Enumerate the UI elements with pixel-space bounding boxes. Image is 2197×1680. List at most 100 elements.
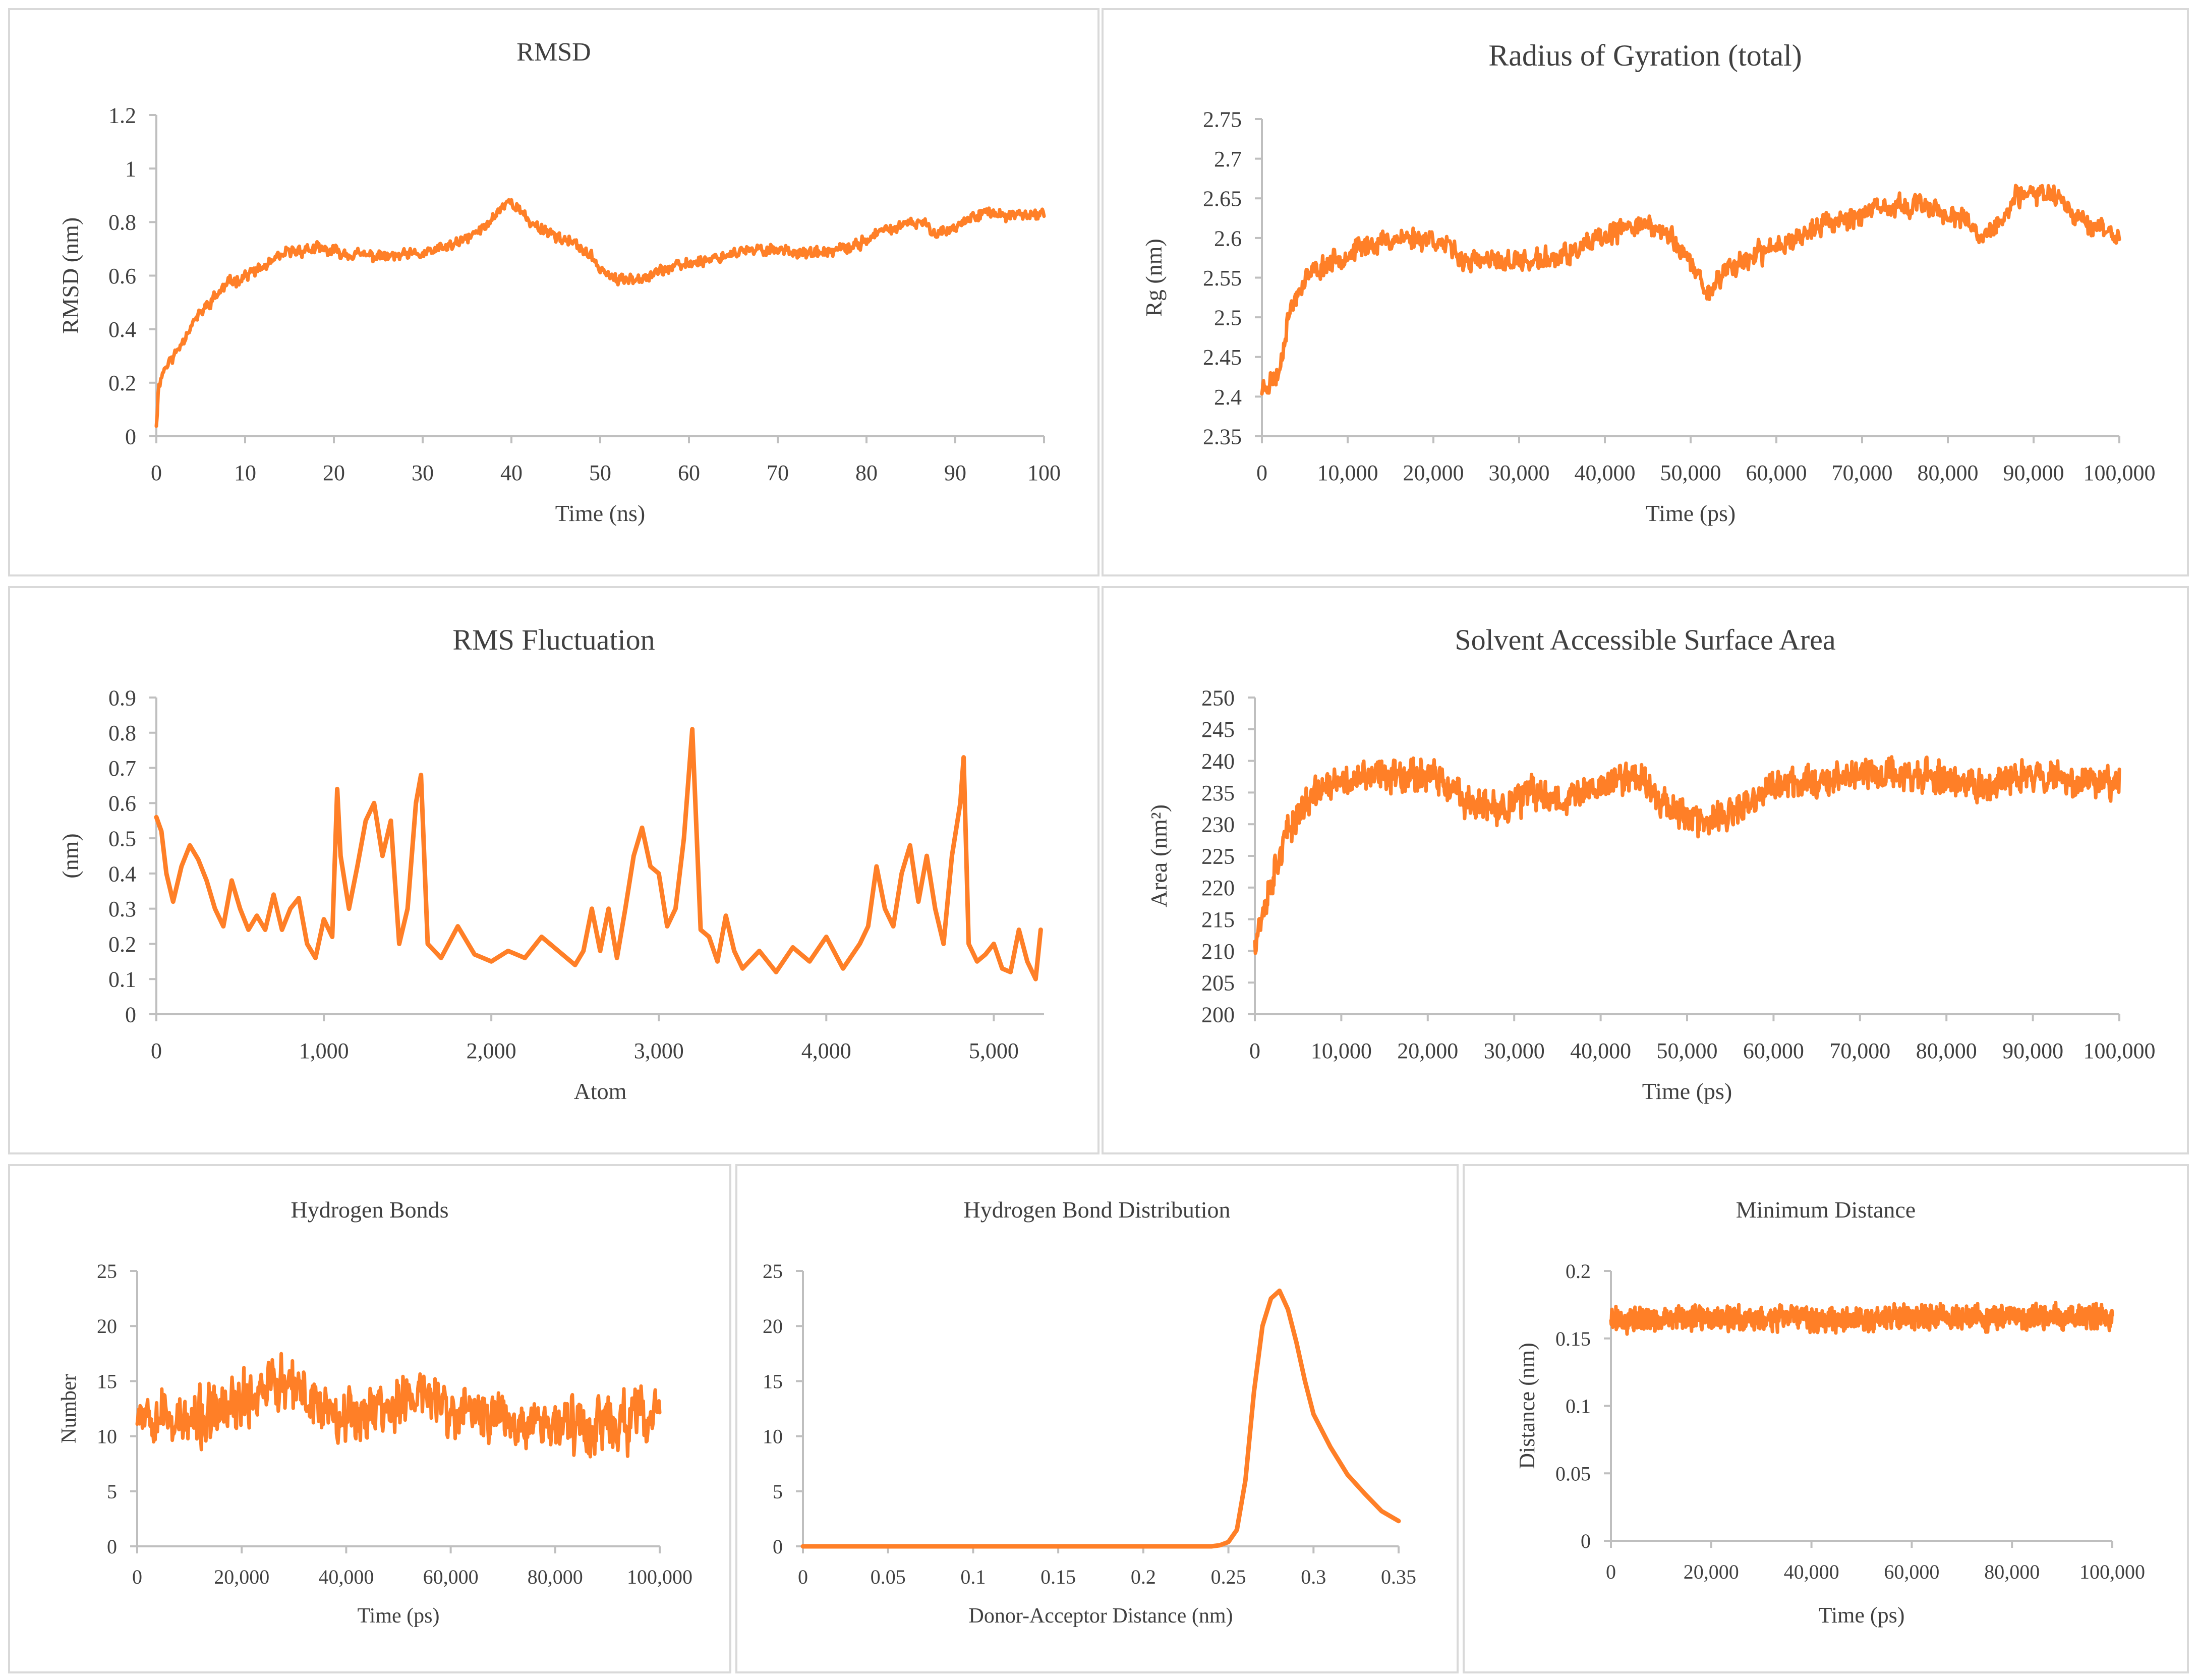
chart-title: Minimum Distance — [1736, 1197, 1916, 1223]
panel-hbdist: Hydrogen Bond Distribution 0 5 10 15 20 25 0 0.0… — [735, 1164, 1459, 1673]
x-tick-label: 70,000 — [1832, 460, 1893, 485]
x-tick-label: 50,000 — [1660, 460, 1721, 485]
x-tick-label: 10,000 — [1317, 460, 1378, 485]
x-tick-label: 0.25 — [1211, 1566, 1246, 1588]
x-tick-label: 50 — [589, 460, 611, 485]
y-tick-label: 2.75 — [1203, 107, 1242, 132]
y-tick-label: 0.6 — [108, 264, 136, 288]
x-tick-label: 80 — [855, 460, 878, 485]
y-tick-label: 0 — [125, 1002, 136, 1027]
x-tick-label: 40,000 — [1570, 1038, 1631, 1063]
x-axis-label: Atom — [574, 1078, 627, 1104]
y-tick-label: 0 — [1581, 1530, 1591, 1552]
chart-hbonds: Hydrogen Bonds 0 5 10 15 20 25 0 20,000 40,000 60,… — [57, 1197, 692, 1628]
panel-sasa: Solvent Accessible Surface Area 200 205 210… — [1102, 586, 2189, 1154]
y-tick-label: 235 — [1201, 781, 1235, 805]
y-axis-label: (nm) — [57, 833, 83, 878]
x-tick-label: 80,000 — [1984, 1560, 2040, 1583]
x-tick-label: 50,000 — [1657, 1038, 1718, 1063]
x-tick-label: 20,000 — [1403, 460, 1464, 485]
y-tick-label: 0.8 — [108, 210, 136, 235]
x-tick-label: 20,000 — [1684, 1560, 1739, 1583]
y-tick-label: 0.8 — [108, 721, 136, 745]
series-line — [1609, 1301, 2114, 1336]
x-tick-label: 0 — [798, 1566, 808, 1588]
y-tick-label: 15 — [97, 1370, 117, 1393]
x-tick-label: 0.05 — [871, 1566, 906, 1588]
x-tick-label: 40,000 — [1575, 460, 1636, 485]
y-tick-label: 0.4 — [108, 861, 136, 886]
chart-title: Solvent Accessible Surface Area — [1455, 623, 1835, 656]
y-tick-label: 0.05 — [1555, 1462, 1591, 1485]
x-tick-label: 60,000 — [1746, 460, 1807, 485]
y-tick-label: 0.5 — [108, 827, 136, 851]
series-line — [1260, 184, 2121, 396]
y-tick-label: 2.35 — [1203, 424, 1242, 449]
series-line — [154, 198, 1046, 428]
y-tick-label: 0 — [125, 424, 136, 449]
x-tick-label: 10 — [234, 460, 256, 485]
x-tick-label: 30 — [412, 460, 434, 485]
x-tick-label: 30,000 — [1489, 460, 1550, 485]
y-tick-label: 20 — [763, 1315, 783, 1338]
y-tick-label: 0.7 — [108, 756, 136, 781]
y-tick-label: 215 — [1201, 907, 1235, 932]
y-tick-label: 5 — [107, 1480, 117, 1503]
x-tick-label: 20,000 — [1397, 1038, 1458, 1063]
x-tick-label: 100,000 — [627, 1566, 692, 1588]
x-tick-label: 0 — [151, 1038, 162, 1063]
y-tick-label: 25 — [763, 1260, 783, 1283]
y-tick-label: 25 — [97, 1260, 117, 1283]
chart-title: Radius of Gyration (total) — [1488, 39, 1802, 72]
y-axis-label: RMSD (nm) — [57, 217, 83, 334]
x-tick-label: 0.3 — [1301, 1566, 1326, 1588]
y-tick-label: 0 — [107, 1535, 117, 1558]
x-tick-label: 2,000 — [467, 1038, 516, 1063]
y-tick-label: 2.4 — [1214, 385, 1242, 410]
y-tick-label: 0.2 — [1566, 1260, 1591, 1283]
x-tick-label: 0 — [1606, 1560, 1616, 1583]
y-tick-label: 10 — [763, 1425, 783, 1448]
y-tick-label: 230 — [1201, 813, 1235, 837]
y-tick-label: 2.6 — [1214, 226, 1242, 251]
y-tick-label: 1.2 — [108, 103, 136, 128]
x-tick-label: 100,000 — [2079, 1560, 2145, 1583]
x-tick-label: 40,000 — [318, 1566, 374, 1588]
panel-mindist: Minimum Distance 0 0.05 0.1 0.15 0.2 0 20,000 40… — [1463, 1164, 2189, 1673]
y-axis-label: Number — [57, 1374, 81, 1443]
y-tick-label: 0.4 — [108, 317, 136, 342]
x-tick-label: 40,000 — [1784, 1560, 1839, 1583]
y-tick-label: 0.6 — [108, 791, 136, 816]
x-axis-label: Time (ps) — [358, 1604, 440, 1628]
x-tick-label: 4,000 — [801, 1038, 851, 1063]
x-tick-label: 60,000 — [1884, 1560, 1939, 1583]
x-tick-label: 90 — [944, 460, 966, 485]
series-line — [1253, 755, 2121, 955]
y-tick-label: 2.45 — [1203, 345, 1242, 370]
x-tick-label: 20,000 — [214, 1566, 269, 1588]
y-tick-label: 20 — [97, 1315, 117, 1338]
x-tick-label: 0 — [1249, 1038, 1260, 1063]
x-axis-label: Donor-Acceptor Distance (nm) — [969, 1604, 1233, 1628]
chart-rmsf: RMS Fluctuation 0 0.1 0.2 0.3 0.4 0.5 0.6 0.7 0.8… — [57, 623, 1044, 1104]
x-tick-label: 0.15 — [1040, 1566, 1076, 1588]
chart-hbdist: Hydrogen Bond Distribution 0 5 10 15 20 25 0 0.0… — [763, 1197, 1416, 1628]
y-tick-label: 2.55 — [1203, 266, 1242, 291]
x-tick-label: 70,000 — [1829, 1038, 1890, 1063]
y-tick-label: 225 — [1201, 844, 1235, 868]
y-tick-label: 0.1 — [1566, 1395, 1591, 1418]
y-tick-label: 0.3 — [108, 897, 136, 921]
x-tick-label: 100,000 — [2084, 1038, 2156, 1063]
series-line — [135, 1352, 662, 1459]
x-tick-label: 5,000 — [969, 1038, 1019, 1063]
series-line — [154, 727, 1043, 981]
chart-title: Hydrogen Bond Distribution — [964, 1197, 1231, 1223]
y-tick-label: 15 — [763, 1370, 783, 1393]
y-tick-label: 5 — [773, 1480, 783, 1503]
y-tick-label: 200 — [1201, 1002, 1235, 1027]
chart-mindist: Minimum Distance 0 0.05 0.1 0.15 0.2 0 20,000 40… — [1515, 1197, 2145, 1628]
x-tick-label: 0.35 — [1381, 1566, 1416, 1588]
x-tick-label: 0.1 — [960, 1566, 986, 1588]
y-tick-label: 240 — [1201, 749, 1235, 774]
x-tick-label: 60,000 — [423, 1566, 479, 1588]
